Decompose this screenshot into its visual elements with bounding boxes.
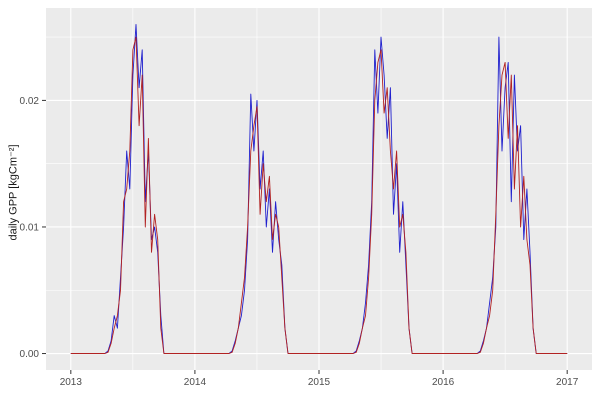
x-tick-label: 2015: [308, 377, 331, 388]
x-tick-label: 2016: [432, 377, 455, 388]
y-tick-label: 0.01: [20, 222, 40, 233]
x-tick-label: 2013: [60, 377, 83, 388]
y-axis-title: daily GPP [kgCm⁻²]: [7, 144, 20, 241]
y-tick-label: 0.02: [20, 96, 40, 107]
x-tick-label: 2017: [556, 377, 579, 388]
y-tick-label: 0.00: [20, 349, 40, 360]
x-tick-label: 2014: [184, 377, 207, 388]
series-line-observed-gpp-darkred: [70, 36, 568, 354]
